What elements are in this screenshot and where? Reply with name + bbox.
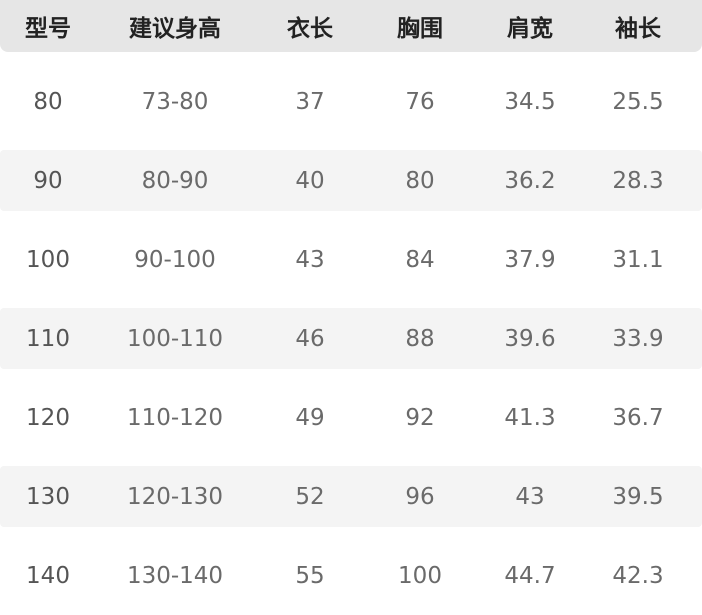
cell-chest: 100 (398, 562, 442, 589)
cell-sleeve: 31.1 (612, 246, 664, 273)
cell-length: 40 (295, 167, 325, 194)
cell-chest: 84 (405, 246, 435, 273)
cell-size: 120 (26, 404, 70, 431)
table-row: 80 73-80 37 76 34.5 25.5 (0, 62, 702, 141)
table-row: 120 110-120 49 92 41.3 36.7 (0, 378, 702, 457)
cell-sleeve: 25.5 (612, 88, 664, 115)
cell-suggested-height: 90-100 (134, 246, 216, 273)
cell-length: 52 (295, 483, 325, 510)
table-header: 型号 建议身高 衣长 胸围 肩宽 袖长 (0, 0, 702, 52)
header-length: 衣长 (287, 16, 333, 42)
cell-chest: 92 (405, 404, 435, 431)
cell-chest: 96 (405, 483, 435, 510)
cell-length: 43 (295, 246, 325, 273)
cell-suggested-height: 110-120 (126, 404, 224, 431)
row-background (0, 387, 702, 448)
row-background (0, 466, 702, 527)
cell-length: 46 (295, 325, 325, 352)
table-row: 100 90-100 43 84 37.9 31.1 (0, 220, 702, 299)
cell-chest: 76 (405, 88, 435, 115)
cell-suggested-height: 80-90 (141, 167, 209, 194)
table-row: 130 120-130 52 96 43 39.5 (0, 457, 702, 536)
cell-shoulder: 44.7 (504, 562, 556, 589)
cell-shoulder: 37.9 (504, 246, 556, 273)
cell-size: 90 (33, 167, 63, 194)
cell-sleeve: 36.7 (612, 404, 664, 431)
cell-chest: 88 (405, 325, 435, 352)
cell-shoulder: 43 (515, 483, 545, 510)
cell-shoulder: 36.2 (504, 167, 556, 194)
table-row: 140 130-140 55 100 44.7 42.3 (0, 536, 702, 615)
header-chest: 胸围 (397, 16, 443, 42)
cell-length: 37 (295, 88, 325, 115)
cell-suggested-height: 120-130 (126, 483, 224, 510)
cell-sleeve: 28.3 (612, 167, 664, 194)
cell-sleeve: 42.3 (612, 562, 664, 589)
cell-size: 80 (33, 88, 63, 115)
cell-suggested-height: 100-110 (126, 325, 224, 352)
cell-size: 130 (26, 483, 70, 510)
table-row: 90 80-90 40 80 36.2 28.3 (0, 141, 702, 220)
cell-shoulder: 34.5 (504, 88, 556, 115)
cell-size: 140 (26, 562, 70, 589)
table-row: 110 100-110 46 88 39.6 33.9 (0, 299, 702, 378)
row-background (0, 545, 702, 606)
cell-sleeve: 39.5 (612, 483, 664, 510)
cell-size: 100 (26, 246, 70, 273)
header-suggested-height: 建议身高 (129, 16, 221, 42)
row-background (0, 71, 702, 132)
cell-length: 55 (295, 562, 325, 589)
header-shoulder: 肩宽 (507, 16, 553, 42)
row-background (0, 150, 702, 211)
cell-suggested-height: 73-80 (141, 88, 209, 115)
row-background (0, 308, 702, 369)
row-background (0, 229, 702, 290)
header-size: 型号 (25, 16, 71, 42)
cell-sleeve: 33.9 (612, 325, 664, 352)
cell-chest: 80 (405, 167, 435, 194)
header-sleeve: 袖长 (615, 16, 661, 42)
cell-size: 110 (26, 325, 70, 352)
cell-suggested-height: 130-140 (126, 562, 224, 589)
cell-shoulder: 41.3 (504, 404, 556, 431)
cell-shoulder: 39.6 (504, 325, 556, 352)
cell-length: 49 (295, 404, 325, 431)
